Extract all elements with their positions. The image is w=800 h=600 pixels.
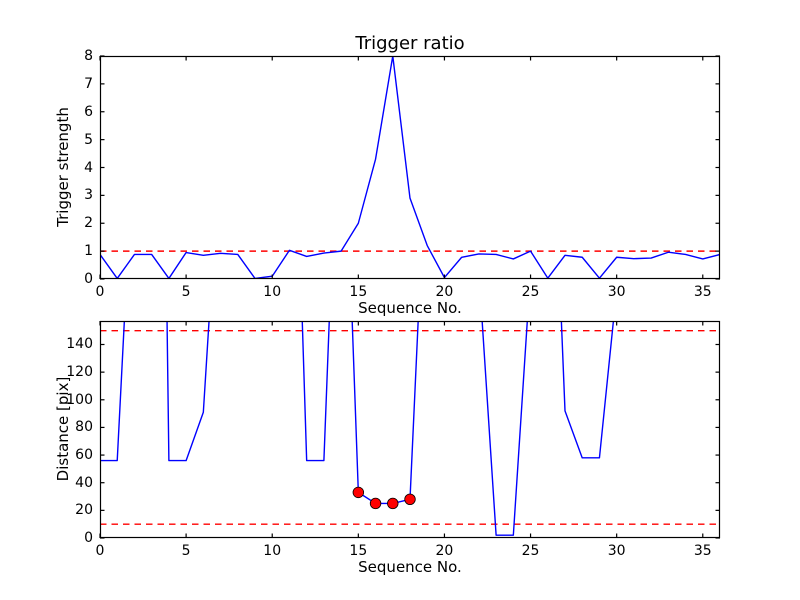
top-plot-ytick-label: 2 [84, 215, 93, 232]
top-plot-xtick-label: 5 [181, 284, 191, 300]
top-plot-ytick-label: 0 [84, 271, 93, 287]
match-marker [352, 486, 365, 499]
axes-frame [99, 55, 721, 280]
top-plot-ytick-label: 1 [84, 243, 93, 260]
match-marker [404, 493, 416, 505]
top-plot-ytick-label: 4 [84, 159, 93, 176]
match-marker [369, 497, 382, 510]
bottom-plot-xtick-label: 35 [693, 543, 712, 559]
trigger-ratio-line [100, 56, 720, 279]
bottom-plot-ytick-label: 80 [75, 419, 93, 436]
bottom-plot-xtick-label: 20 [435, 543, 454, 559]
top-plot-ytick-label: 8 [84, 48, 93, 64]
top-plot-ytick-label: 6 [84, 103, 93, 120]
bottom-plot-xlabel: Sequence No. [358, 558, 462, 576]
top-plot-title: Trigger ratio [355, 33, 465, 54]
bottom-plot-xtick-label: 0 [95, 543, 105, 559]
top-plot-ytick-label: 3 [84, 187, 93, 204]
bottom-plot-ytick-label: 100 [66, 391, 93, 408]
bottom-plot-ytick-label: 140 [66, 336, 93, 353]
axes-frame [99, 320, 721, 539]
top-plot [99, 55, 721, 280]
bottom-plot-ytick-label: 40 [75, 474, 93, 491]
top-plot-ylabel: Trigger strength [54, 107, 72, 227]
bottom-plot-xtick-label: 25 [521, 543, 540, 559]
top-plot-xtick-label: 20 [435, 284, 454, 300]
bottom-plot-ytick-label: 20 [75, 502, 93, 519]
bottom-plot-ytick-label: 60 [75, 447, 93, 464]
bottom-plot-xtick-label: 15 [349, 543, 368, 559]
top-plot-ytick-label: 7 [84, 75, 93, 92]
top-plot-xtick-label: 0 [95, 284, 105, 300]
top-plot-xlabel: Sequence No. [358, 299, 462, 317]
top-plot-xtick-label: 30 [607, 284, 626, 300]
top-plot-xtick-label: 15 [349, 284, 368, 300]
bottom-plot-ytick-label: 0 [84, 530, 93, 546]
top-plot-xtick-label: 10 [263, 284, 282, 300]
bottom-plot-ytick-label: 120 [66, 364, 93, 381]
match-marker [387, 497, 399, 510]
top-plot-xtick-label: 25 [521, 284, 540, 300]
top-plot-ytick-label: 5 [84, 131, 93, 148]
bottom-plot-xtick-label: 30 [607, 543, 626, 559]
bottom-plot [99, 320, 721, 539]
bottom-plot-xtick-label: 5 [181, 543, 191, 559]
top-plot-xtick-label: 35 [693, 284, 712, 300]
bottom-plot-xtick-label: 10 [263, 543, 282, 559]
